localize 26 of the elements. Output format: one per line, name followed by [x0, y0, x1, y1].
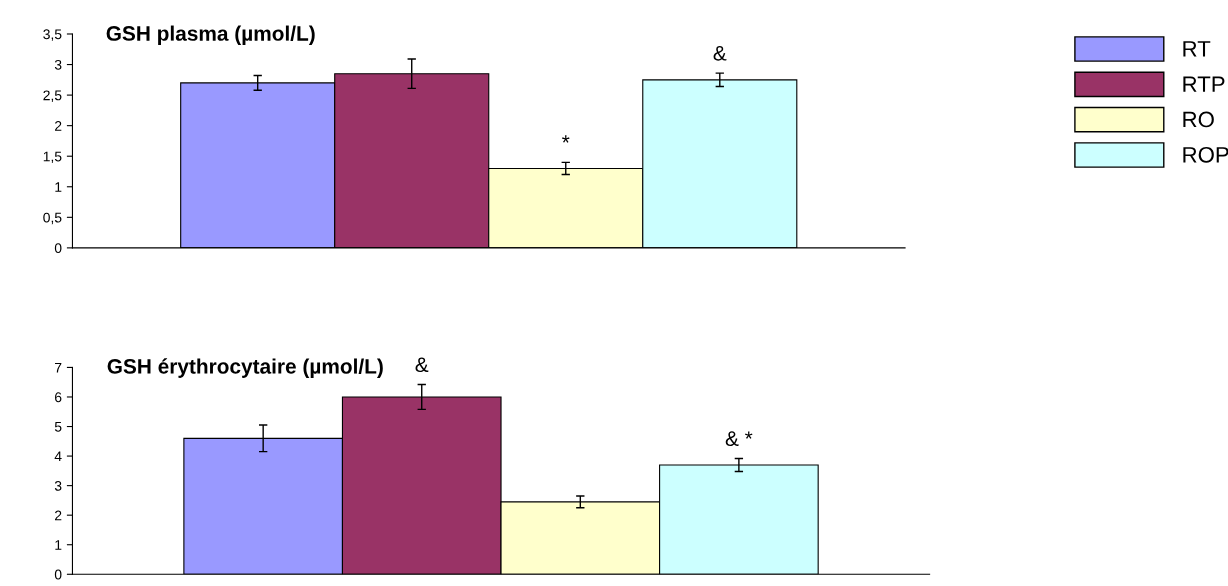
chart-title: GSH érythrocytaire (µmol/L)	[107, 358, 383, 378]
y-tick-label: 1	[55, 540, 62, 550]
y-tick-label: 2	[55, 510, 62, 521]
y-tick-label: 3,5	[43, 29, 62, 41]
y-tick-label: 0,5	[43, 212, 62, 225]
y-tick-label: 6	[55, 392, 62, 403]
data-label: &	[713, 46, 727, 61]
legend-label: RTP	[1183, 76, 1225, 92]
data-label: & *	[725, 431, 753, 446]
data-label: &	[415, 357, 429, 373]
data-label: *	[562, 135, 570, 143]
y-tick-label: 4	[54, 451, 62, 462]
y-tick-label: 5	[54, 422, 62, 432]
y-tick-label: 0	[54, 243, 62, 254]
y-tick-label: 3	[54, 59, 62, 70]
y-tick-label: 3	[54, 480, 62, 491]
chart-title: GSH plasma (µmol/L)	[106, 25, 315, 45]
y-tick-label: 1	[55, 182, 62, 192]
y-tick-label: 7	[55, 362, 62, 373]
y-tick-label: 1,5	[43, 151, 62, 164]
y-tick-label: 0	[54, 569, 62, 580]
y-tick-label: 2,5	[43, 90, 62, 102]
y-tick-label: 2	[55, 120, 62, 131]
legend-label: RT	[1183, 41, 1211, 57]
legend-label: ROP	[1183, 146, 1228, 163]
legend-label: RO	[1183, 111, 1214, 128]
